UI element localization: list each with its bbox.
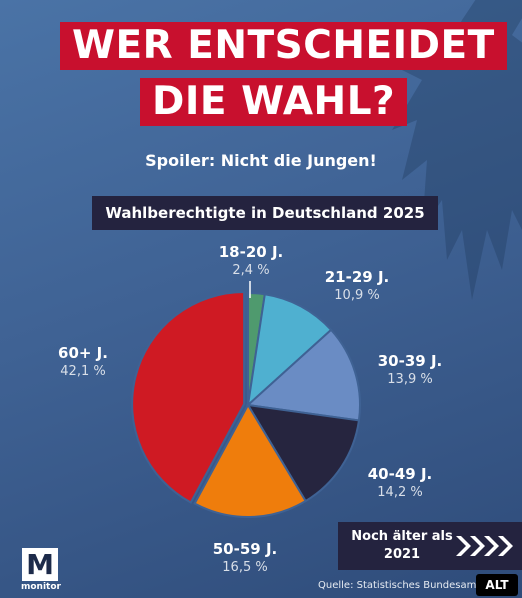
- source-note: Quelle: Statistisches Bundesamt: [318, 580, 481, 591]
- cta-label: Noch älter als 2021: [351, 529, 453, 562]
- slice-value: 42,1 %: [60, 364, 106, 379]
- pie-slice-60+-j: [131, 291, 246, 504]
- slice-value: 10,9 %: [334, 288, 380, 303]
- title-line-2: DIE WAHL?: [140, 78, 408, 126]
- logo-letter: M: [26, 548, 54, 581]
- pie-slice-50-59-j: [193, 402, 307, 518]
- slice-value: 13,9 %: [387, 372, 433, 387]
- slice-value: 2,4 %: [232, 263, 270, 278]
- title-line-1: WER ENTSCHEIDET: [60, 22, 507, 70]
- label-30-39: 30-39 J. 13,9 %: [365, 352, 455, 388]
- cta-noch-aelter[interactable]: Noch älter als 2021: [338, 522, 522, 570]
- slice-value: 16,5 %: [222, 560, 268, 575]
- logo-mark: M: [22, 548, 58, 581]
- chevron-right-icon: [454, 534, 514, 562]
- chart-title: Wahlberechtigte in Deutschland 2025: [92, 196, 438, 230]
- label-60-plus: 60+ J. 42,1 %: [38, 344, 128, 380]
- pie-slice-30-39-j: [245, 328, 361, 422]
- monitor-logo: M monitor: [20, 548, 62, 594]
- label-21-29: 21-29 J. 10,9 %: [312, 268, 402, 304]
- subtitle: Spoiler: Nicht die Jungen!: [145, 151, 377, 170]
- slice-name: 50-59 J.: [212, 540, 278, 558]
- label-50-59: 50-59 J. 16,5 %: [200, 540, 290, 576]
- logo-text: monitor: [21, 582, 61, 592]
- slice-name: 40-49 J.: [367, 465, 433, 483]
- label-18-20: 18-20 J. 2,4 %: [206, 243, 296, 279]
- alt-badge[interactable]: ALT: [476, 574, 518, 596]
- slice-name: 60+ J.: [58, 344, 108, 362]
- pie-slice-21-29-j: [246, 293, 333, 408]
- slice-name: 30-39 J.: [377, 352, 443, 370]
- slice-name: 18-20 J.: [218, 243, 284, 261]
- slice-value: 14,2 %: [377, 485, 423, 500]
- pie-slice-40-49-j: [246, 403, 361, 503]
- label-40-49: 40-49 J. 14,2 %: [355, 465, 445, 501]
- slice-name: 21-29 J.: [324, 268, 390, 286]
